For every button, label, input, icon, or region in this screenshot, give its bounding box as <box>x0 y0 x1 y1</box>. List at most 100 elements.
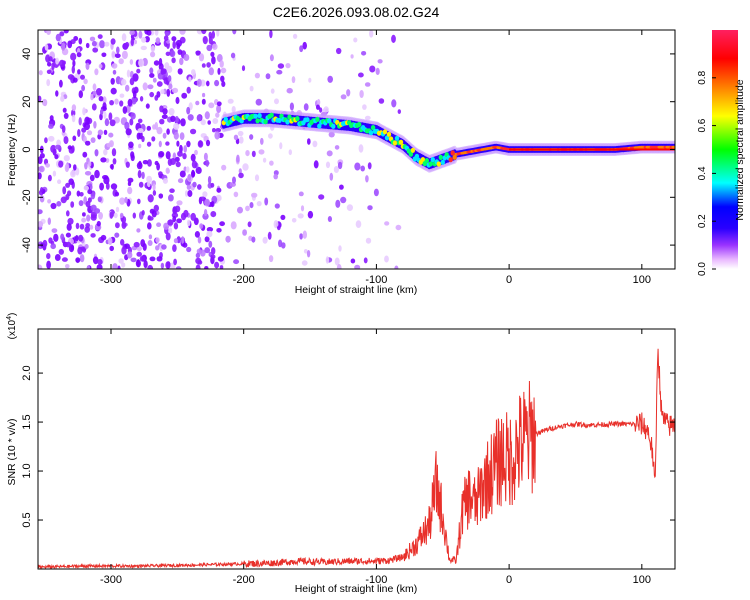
spectrogram-noise-cell <box>334 257 340 266</box>
spectrogram-noise-cell <box>76 190 81 197</box>
spectrogram-noise-cell <box>302 230 307 239</box>
spectrogram-noise-cell <box>97 34 103 39</box>
spectrogram-noise-cell <box>71 114 76 123</box>
spectrogram-noise-cell <box>277 63 285 69</box>
snr-panel: -300 -200 -100 0 100 0.5 1.0 1.5 2.0 Height of … <box>6 313 676 595</box>
spectrogram-noise-cell <box>299 233 303 240</box>
spectrogram-noise-cell <box>176 140 180 147</box>
spectrogram-noise-cell <box>42 239 48 248</box>
spectrogram-noise-cell <box>111 148 117 157</box>
spectrogram-noise-cell <box>67 40 73 49</box>
spectrogram-noise-cell <box>206 230 213 238</box>
spectrogram-noise-cell <box>138 58 145 67</box>
spectrogram-noise-cell <box>108 112 113 121</box>
spectrogram-noise-cell <box>269 160 274 166</box>
spectrogram-noise-cell <box>129 77 135 86</box>
spectrogram-noise-cell <box>168 83 173 90</box>
spectrogram-noise-cell <box>70 201 75 208</box>
spectrogram-noise-cell <box>110 163 114 170</box>
spectrogram-ridge-core <box>368 130 374 136</box>
spectrogram-noise-cell <box>179 30 186 35</box>
spectrogram-noise-cell <box>161 114 168 119</box>
spectrogram-noise-cell <box>141 171 145 180</box>
spectrogram-noise-cell <box>242 163 249 171</box>
spectrogram-noise-cell <box>62 186 67 195</box>
spectrogram-noise-cell <box>210 254 216 259</box>
snr-y-axis-label: SNR (10 * v/v) <box>6 418 18 485</box>
spectrogram-noise-cell <box>375 67 380 75</box>
snr-x-tick-label: -200 <box>233 574 255 586</box>
spectrogram-noise-cell <box>146 175 153 183</box>
spectrogram-noise-cell <box>138 131 143 140</box>
spectrogram-noise-cell <box>158 193 164 199</box>
spectrogram-noise-cell <box>274 203 280 209</box>
spectrogram-noise-cell <box>38 209 43 215</box>
spectrogram-noise-cell <box>245 205 250 212</box>
spectrogram-noise-cell <box>64 163 70 173</box>
spectrogram-noise-cell <box>312 140 318 148</box>
spectrogram-noise-cell <box>155 37 161 44</box>
spectrogram-x-tick-label: -200 <box>233 274 255 286</box>
spectrogram-noise-cell <box>62 107 67 113</box>
spectrogram-ridge-core <box>440 159 445 165</box>
spectrogram-noise-cell <box>175 266 182 269</box>
spectrogram-y-tick-label: 20 <box>21 96 33 108</box>
spectrogram-y-tick-label: -40 <box>21 237 33 253</box>
spectrogram-ridge-core <box>327 118 332 124</box>
spectrogram-noise-cell <box>367 205 373 211</box>
spectrogram-noise-cell <box>202 191 208 198</box>
snr-y-multiplier: (x104) <box>6 313 18 340</box>
spectrogram-noise-cell <box>204 266 209 269</box>
spectrogram-noise-cell <box>254 174 260 182</box>
spectrogram-noise-cell <box>104 41 110 47</box>
spectrogram-noise-cell <box>359 90 364 98</box>
spectrogram-noise-cell <box>256 201 262 207</box>
spectrogram-noise-cell <box>221 81 226 87</box>
spectrogram-noise-cell <box>98 63 103 69</box>
spectrogram-noise-cell <box>75 235 79 242</box>
spectrogram-noise-cell <box>127 98 133 107</box>
spectrogram-noise-cell <box>210 201 215 208</box>
spectrogram-noise-cell <box>84 244 89 249</box>
spectrogram-noise-cell <box>208 67 214 76</box>
spectrogram-noise-cell <box>187 190 193 197</box>
snr-y-tick-label: 1.5 <box>21 414 33 429</box>
spectrogram-noise-cell <box>133 241 140 248</box>
spectrogram-noise-cell <box>280 214 286 220</box>
spectrogram-noise-cell <box>130 112 136 120</box>
spectrogram-noise-cell <box>219 265 224 269</box>
spectrogram-noise-cell <box>191 169 195 178</box>
spectrogram-noise-cell <box>166 88 171 97</box>
spectrogram-noise-cell <box>191 160 198 169</box>
spectrogram-noise-cell <box>269 54 274 62</box>
spectrogram-noise-cell <box>242 229 248 236</box>
spectrogram-noise-cell <box>113 212 118 219</box>
spectrogram-noise-cell <box>363 257 368 264</box>
spectrogram-noise-cell <box>162 108 168 115</box>
snr-line <box>38 348 675 569</box>
spectrogram-noise-cell <box>147 159 152 167</box>
spectrogram-noise-cell <box>71 145 75 153</box>
spectrogram-ridge-core <box>257 113 262 119</box>
spectrogram-noise-cell <box>125 84 130 92</box>
spectrogram-noise-cell <box>86 214 91 222</box>
spectrogram-noise-cell <box>195 252 201 259</box>
spectrogram-noise-cell <box>174 205 181 213</box>
spectrogram-noise-cell <box>125 41 130 48</box>
spectrogram-noise-cell <box>54 144 62 150</box>
spectrogram-noise-cell <box>384 255 389 263</box>
spectrogram-noise-cell <box>206 80 210 87</box>
spectrogram-noise-cell <box>214 131 220 140</box>
spectrogram-noise-cell <box>297 213 304 219</box>
spectrogram-ridge-core <box>408 151 414 157</box>
spectrogram-noise-cell <box>38 172 42 180</box>
spectrogram-noise-cell <box>194 231 200 238</box>
spectrogram-noise-cell <box>302 41 308 50</box>
spectrogram-noise-cell <box>66 210 70 217</box>
spectrogram-noise-cell <box>72 59 76 67</box>
spectrogram-noise-cell <box>217 256 224 262</box>
spectrogram-noise-cell <box>129 30 135 36</box>
spectrogram-noise-cell <box>149 91 155 98</box>
